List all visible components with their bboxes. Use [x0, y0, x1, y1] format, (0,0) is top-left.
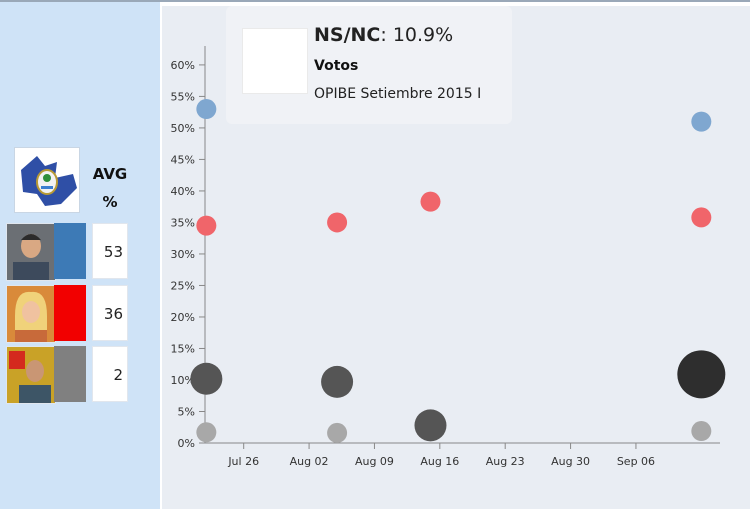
- x-tick-label: Aug 16: [420, 455, 459, 468]
- tooltip-color-swatch: [242, 28, 308, 94]
- y-tick-label: 20%: [171, 311, 195, 324]
- y-tick-label: 40%: [171, 185, 195, 198]
- candidate-photo: [6, 285, 56, 343]
- candidate-row-3[interactable]: 2: [6, 346, 128, 404]
- avg-label: AVG: [92, 165, 128, 183]
- data-point[interactable]: [691, 421, 712, 442]
- candidate-avg-value: 53: [92, 223, 128, 279]
- top-border: [0, 0, 750, 2]
- candidate-color-swatch: [54, 346, 86, 402]
- x-tick-label: Aug 30: [551, 455, 590, 468]
- pct-label: %: [102, 193, 118, 211]
- candidate-color-swatch: [54, 223, 86, 279]
- x-tick-label: Aug 09: [355, 455, 394, 468]
- tooltip-value: : 10.9%: [380, 24, 454, 46]
- data-point[interactable]: [691, 111, 712, 132]
- data-point[interactable]: [677, 350, 726, 399]
- candidate-color-swatch: [54, 285, 86, 341]
- data-point[interactable]: [321, 365, 354, 398]
- tooltip-subtitle: Votos: [314, 58, 359, 74]
- data-point[interactable]: [420, 191, 441, 212]
- data-point[interactable]: [196, 99, 217, 120]
- y-tick-label: 15%: [171, 342, 195, 355]
- y-tick-label: 25%: [171, 279, 195, 292]
- y-tick-label: 45%: [171, 153, 195, 166]
- tooltip-title: NS/NC: 10.9%: [314, 24, 453, 46]
- y-tick-label: 55%: [171, 90, 195, 103]
- x-tick-label: Aug 02: [290, 455, 329, 468]
- y-tick-label: 60%: [171, 59, 195, 72]
- tooltip: NS/NC: 10.9% Votos OPIBE Setiembre 2015 …: [226, 6, 512, 124]
- candidate-row-2[interactable]: 36: [6, 285, 128, 343]
- candidate-photo: [6, 346, 56, 404]
- data-point[interactable]: [414, 409, 447, 442]
- candidate-avg-value: 36: [92, 285, 128, 341]
- tooltip-source: OPIBE Setiembre 2015 I: [314, 86, 482, 102]
- province-logo: [14, 147, 80, 213]
- candidate-photo: [6, 223, 56, 281]
- y-tick-label: 10%: [171, 374, 195, 387]
- x-tick-label: Jul 26: [227, 455, 259, 468]
- data-point[interactable]: [691, 207, 712, 228]
- y-tick-label: 0%: [178, 437, 195, 450]
- y-tick-label: 5%: [178, 405, 195, 418]
- data-point[interactable]: [196, 422, 217, 443]
- avg-header: AVG %: [88, 160, 132, 216]
- data-point[interactable]: [327, 212, 348, 233]
- data-point[interactable]: [327, 422, 348, 443]
- x-tick-label: Aug 23: [486, 455, 525, 468]
- sidebar: AVG % 53 36: [0, 2, 160, 509]
- candidate-row-1[interactable]: 53: [6, 223, 128, 281]
- data-point[interactable]: [190, 362, 223, 395]
- x-tick-label: Sep 06: [617, 455, 655, 468]
- candidate-avg-value: 2: [92, 346, 128, 402]
- chart-axes: 0% 5% 10% 15% 20% 25% 30% 35% 40% 45% 50% 55% 60% Jul…: [171, 46, 720, 468]
- chart-points: [190, 99, 726, 443]
- tooltip-series: NS/NC: [314, 24, 381, 46]
- y-tick-label: 50%: [171, 122, 195, 135]
- data-point[interactable]: [196, 215, 217, 236]
- y-tick-label: 35%: [171, 216, 195, 229]
- y-tick-label: 30%: [171, 248, 195, 261]
